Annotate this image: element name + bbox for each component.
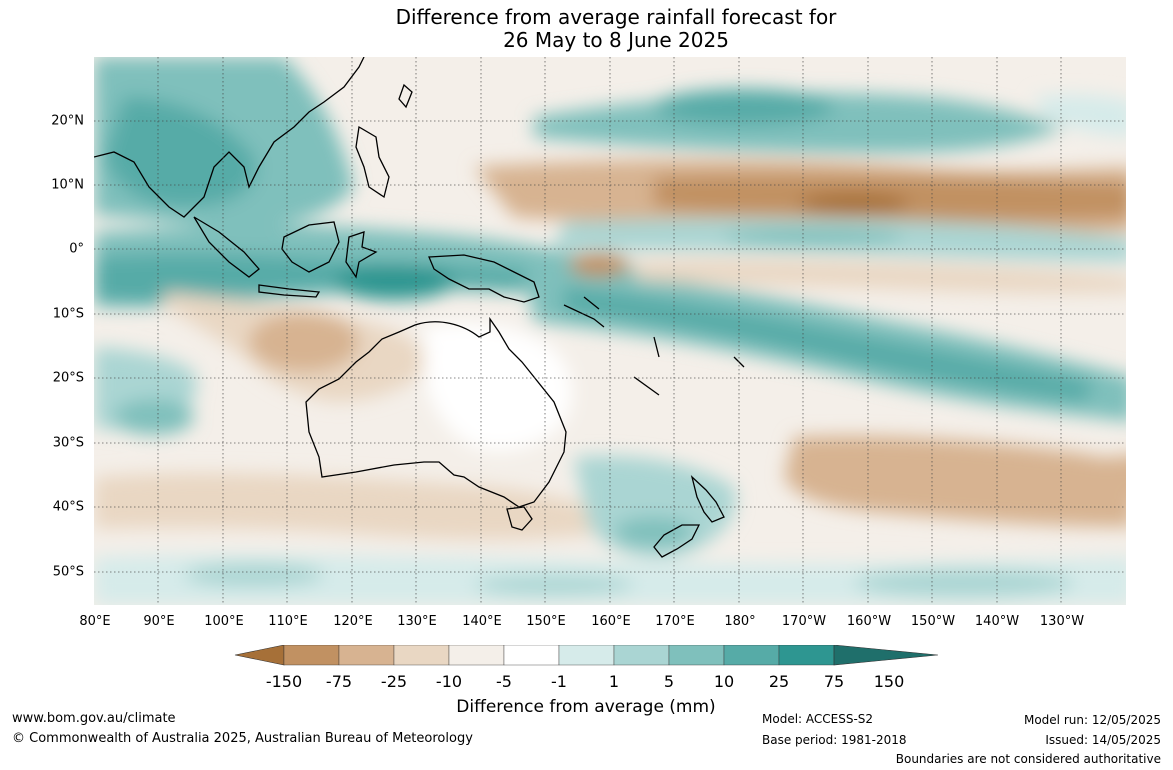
map-title: Difference from average rainfall forecas… [395, 5, 837, 29]
lon-label-110e: 110°E [268, 614, 308, 629]
graticule [94, 57, 1126, 605]
lon-label-170e: 170°E [655, 614, 695, 629]
lon-label-180: 180° [724, 614, 756, 629]
colorbar-segment [393, 645, 450, 666]
lat-label-20s: 20°S [52, 370, 84, 386]
colorbar-tick-label: 1 [608, 672, 620, 691]
colorbar-segment [503, 645, 560, 666]
lon-label-130e: 130°E [397, 614, 437, 629]
colorbar-segment [613, 645, 670, 666]
sulawesi-coast [345, 231, 378, 279]
lon-label-150w: 150°W [910, 614, 956, 629]
asia-mainland-coast [94, 57, 365, 218]
copyright-text: © Commonwealth of Australia 2025, Austra… [12, 731, 473, 746]
new-guinea-coast [428, 254, 540, 303]
lat-label-10n: 10°N [51, 177, 84, 193]
lon-label-100e: 100°E [204, 614, 244, 629]
colorbar-tick-label: 75 [823, 672, 845, 691]
philippines-coast [355, 125, 390, 199]
colorbar-extend-low [234, 645, 285, 666]
colorbar-tick-label: -5 [496, 672, 512, 691]
lat-label-40s: 40°S [52, 499, 84, 515]
lon-label-120e: 120°E [333, 614, 373, 629]
lon-label-130w: 130°W [1039, 614, 1085, 629]
lat-label-10s: 10°S [52, 306, 84, 322]
colorbar-segment [668, 645, 725, 666]
rainfall-map [94, 57, 1126, 605]
lon-label-80e: 80°E [79, 614, 111, 629]
colorbar-tick-label: -1 [551, 672, 567, 691]
colorbar-tick-label: 10 [713, 672, 735, 691]
colorbar-segment [338, 645, 395, 666]
model-run-text: Model run: 12/05/2025 [1023, 713, 1161, 727]
colorbar-extend-high [833, 645, 939, 666]
new-zealand-north [690, 475, 725, 523]
colorbar-segment [778, 645, 835, 666]
colorbar-tick-label: -10 [435, 672, 463, 691]
rainfall-map-svg [94, 57, 1126, 605]
colorbar-segment [723, 645, 780, 666]
colorbar [234, 645, 939, 666]
colorbar-tick-label: 5 [663, 672, 675, 691]
colorbar-tick-label: -75 [325, 672, 353, 691]
lon-label-140e: 140°E [462, 614, 502, 629]
map-subtitle: 26 May to 8 June 2025 [503, 28, 729, 52]
coastlines [94, 57, 745, 558]
new-caledonia [633, 376, 660, 396]
issued-text: Issued: 14/05/2025 [1045, 733, 1161, 747]
colorbar-segment [448, 645, 505, 666]
model-text: Model: ACCESS-S2 [762, 712, 874, 726]
lon-label-170w: 170°W [781, 614, 827, 629]
lon-label-160e: 160°E [591, 614, 631, 629]
sumatra-coast [193, 216, 260, 278]
borneo-coast [281, 221, 340, 273]
colorbar-tick-label: -25 [380, 672, 408, 691]
lat-label-30s: 30°S [52, 435, 84, 451]
lat-label-50s: 50°S [52, 564, 84, 580]
colorbar-title: Difference from average (mm) [456, 697, 716, 717]
disclaimer-text: Boundaries are not considered authoritat… [895, 752, 1161, 766]
colorbar-tick-label: 25 [768, 672, 790, 691]
lon-label-160w: 160°W [846, 614, 892, 629]
colorbar-tick-label: -150 [265, 672, 303, 691]
java-coast [258, 284, 321, 298]
lon-label-90e: 90°E [143, 614, 175, 629]
taiwan-coast [398, 83, 413, 109]
tasmania-coast [506, 506, 533, 531]
website-text: www.bom.gov.au/climate [12, 711, 176, 726]
lon-label-140w: 140°W [974, 614, 1020, 629]
australia-coast [305, 316, 567, 508]
lat-label-equator: 0° [69, 241, 84, 257]
colorbar-tick-label: 150 [873, 672, 905, 691]
new-zealand-south [653, 524, 701, 558]
lat-label-20n: 20°N [51, 113, 84, 129]
base-period-text: Base period: 1981-2018 [762, 733, 907, 747]
solomon-islands [563, 296, 605, 328]
colorbar-segment [558, 645, 615, 666]
colorbar-segment [283, 645, 340, 666]
lon-label-150e: 150°E [526, 614, 566, 629]
